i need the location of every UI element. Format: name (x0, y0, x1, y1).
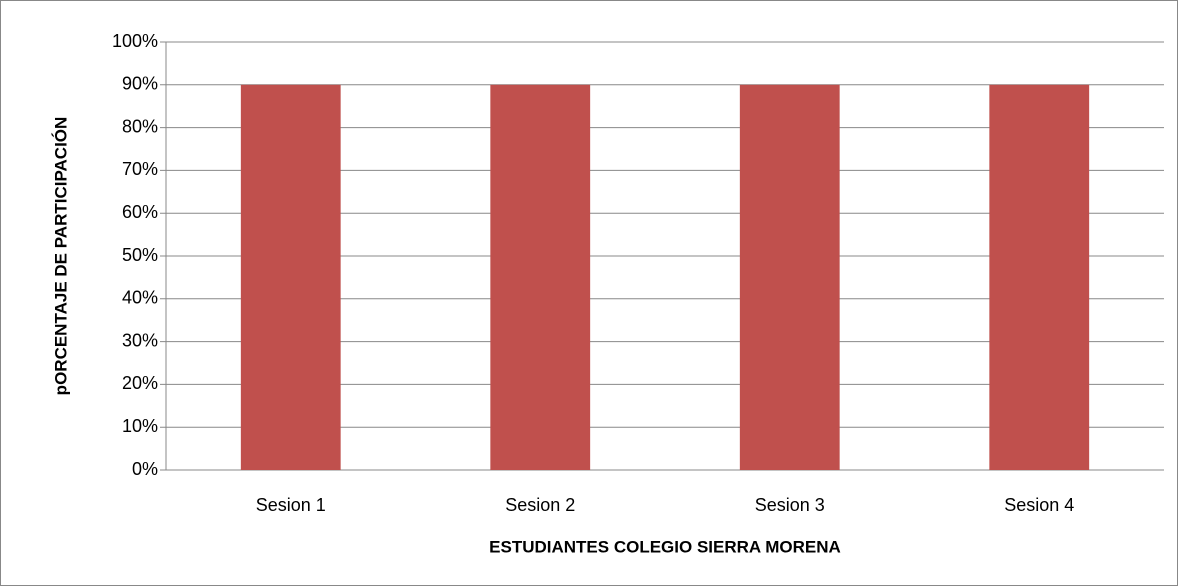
y-tick-label: 40% (122, 288, 158, 308)
x-tick-label: Sesion 3 (755, 495, 825, 515)
y-tick-label: 10% (122, 416, 158, 436)
y-tick-label: 50% (122, 245, 158, 265)
bar (739, 84, 840, 471)
y-tick-label: 80% (122, 116, 158, 136)
y-tick-label: 60% (122, 202, 158, 222)
y-tick-label: 30% (122, 330, 158, 350)
x-tick-label: Sesion 2 (505, 495, 575, 515)
x-tick-label: Sesion 4 (1004, 495, 1074, 515)
bar (490, 84, 591, 471)
x-axis-title: ESTUDIANTES COLEGIO SIERRA MORENA (489, 537, 841, 556)
y-tick-label: 70% (122, 159, 158, 179)
y-tick-label: 90% (122, 74, 158, 94)
y-axis-title: pORCENTAJE DE PARTICIPACIÓN (51, 117, 70, 396)
bar (989, 84, 1090, 471)
y-tick-label: 100% (112, 31, 158, 51)
y-tick-label: 20% (122, 373, 158, 393)
y-tick-label: 0% (132, 459, 158, 479)
bar (240, 84, 341, 471)
x-tick-label: Sesion 1 (256, 495, 326, 515)
